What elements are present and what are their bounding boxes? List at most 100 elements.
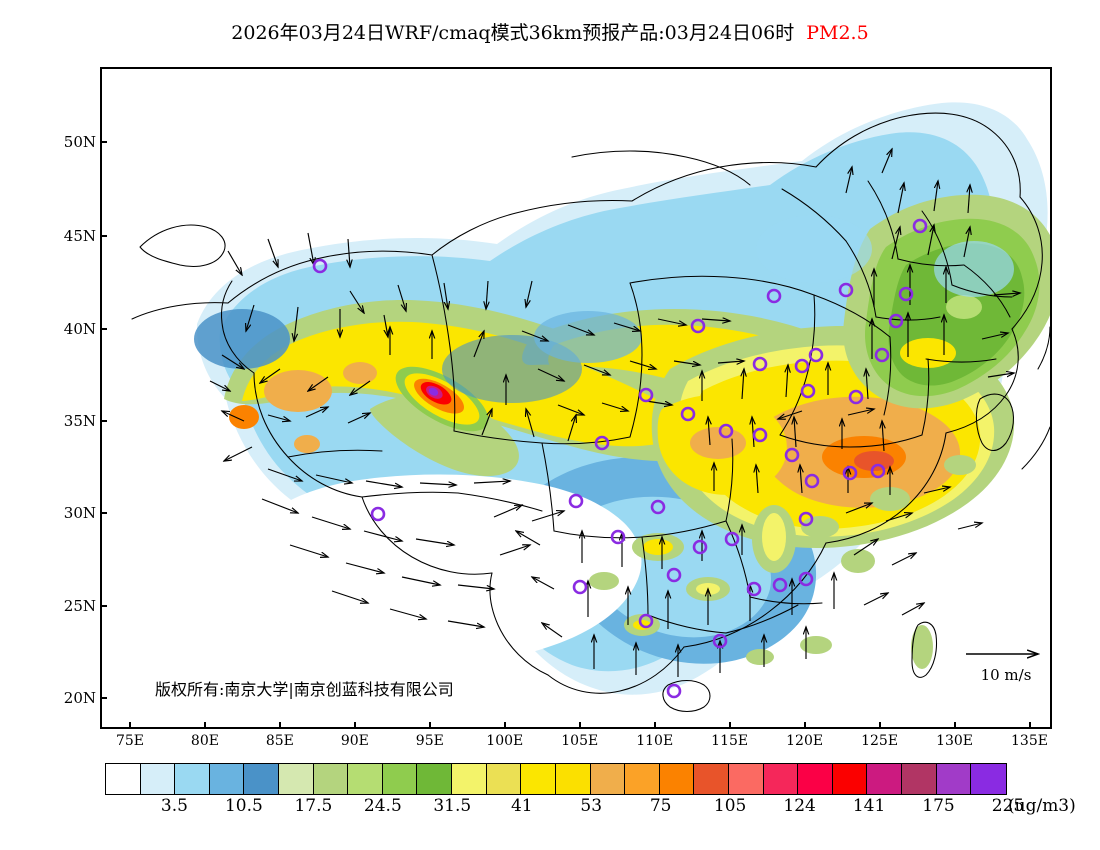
colorbar-swatch-16 xyxy=(659,764,695,794)
wind-scale-arrow xyxy=(966,638,1050,688)
colorbar-swatch-12 xyxy=(521,764,556,794)
region-ne-blue xyxy=(934,241,1014,297)
region-tarim-orange-4 xyxy=(229,405,259,429)
ytick-label-40n: 40N xyxy=(63,320,96,338)
xtick-mark-85e xyxy=(278,722,281,729)
xtick-mark-90e xyxy=(353,722,356,729)
xtick-mark-100e xyxy=(503,722,506,729)
colorbar-label-75: 75 xyxy=(649,796,672,816)
colorbar-label-175: 175 xyxy=(922,796,955,816)
ytick-label-20n: 20N xyxy=(63,689,96,707)
xtick-mark-110e xyxy=(653,722,656,729)
title-species-label: PM2.5 xyxy=(806,22,869,44)
region-tarim-orange-2 xyxy=(343,362,377,384)
xtick-label-120e: 120E xyxy=(786,733,824,749)
colorbar-swatch-6 xyxy=(313,764,349,794)
colorbar-swatch-8 xyxy=(382,764,418,794)
colorbar-label-10.5: 10.5 xyxy=(224,796,263,816)
page-title: 2026年03月24日WRF/cmaq模式36km预报产品:03月24日06时 P… xyxy=(0,18,1100,45)
region-ne-yellow-1 xyxy=(900,338,956,368)
colorbar-swatch-3 xyxy=(209,764,245,794)
wind-scale-label: 10 m/s xyxy=(980,666,1032,684)
colorbar-swatch-9 xyxy=(417,764,453,794)
region-ne-light-1 xyxy=(946,295,982,319)
xtick-mark-125e xyxy=(878,722,881,729)
colorbar-swatch-4 xyxy=(244,764,280,794)
colorbar-swatch-11 xyxy=(486,764,522,794)
ytick-label-35n: 35N xyxy=(63,412,96,430)
colorbar-label-31.5: 31.5 xyxy=(433,796,472,816)
colorbar-swatches[interactable] xyxy=(105,763,1007,795)
colorbar-swatch-20 xyxy=(798,764,833,794)
ytick-mark-30n xyxy=(100,512,107,514)
title-main-text: 2026年03月24日WRF/cmaq模式36km预报产品:03月24日06时 xyxy=(231,22,795,44)
xtick-label-115e: 115E xyxy=(711,733,749,749)
xtick-mark-120e xyxy=(803,722,806,729)
colorbar-swatch-1 xyxy=(140,764,176,794)
ytick-mark-25n xyxy=(100,605,107,607)
ytick-mark-40n xyxy=(100,328,107,330)
xtick-mark-130e xyxy=(953,722,956,729)
colorbar-label-53: 53 xyxy=(580,796,603,816)
colorbar-label-24.5: 24.5 xyxy=(363,796,402,816)
xtick-label-90e: 90E xyxy=(340,733,369,749)
colorbar-swatch-22 xyxy=(867,764,903,794)
colorbar-swatch-21 xyxy=(832,764,868,794)
colorbar-swatch-10 xyxy=(452,764,487,794)
colorbar-swatch-18 xyxy=(728,764,764,794)
colorbar-swatch-14 xyxy=(590,764,626,794)
region-tarim-orange-3 xyxy=(294,435,320,453)
xtick-label-95e: 95E xyxy=(415,733,444,749)
colorbar-swatch-24 xyxy=(936,764,972,794)
xtick-label-85e: 85E xyxy=(265,733,294,749)
xtick-label-75e: 75E xyxy=(115,733,144,749)
ytick-label-50n: 50N xyxy=(63,133,96,151)
xtick-label-125e: 125E xyxy=(861,733,899,749)
colorbar-label-105: 105 xyxy=(713,796,747,816)
xtick-label-80e: 80E xyxy=(190,733,219,749)
colorbar-swatch-13 xyxy=(555,764,591,794)
region-shanxi-orange xyxy=(690,427,746,459)
xtick-label-130e: 130E xyxy=(936,733,974,749)
ytick-mark-45n xyxy=(100,235,107,237)
ytick-label-45n: 45N xyxy=(63,227,96,245)
colorbar-label-17.5: 17.5 xyxy=(294,796,333,816)
ytick-mark-50n xyxy=(100,141,107,143)
xtick-label-100e: 100E xyxy=(486,733,524,749)
colorbar-label-141: 141 xyxy=(852,796,886,816)
colorbar-swatch-19 xyxy=(763,764,799,794)
region-ncp-core xyxy=(854,451,894,471)
city-markers xyxy=(312,218,928,699)
ytick-label-25n: 25N xyxy=(63,597,96,615)
map-plot-frame xyxy=(100,67,1052,729)
xtick-label-105e: 105E xyxy=(561,733,599,749)
xtick-mark-135e xyxy=(1028,722,1031,729)
pm25-contour-map xyxy=(102,69,1050,727)
xtick-label-135e: 135E xyxy=(1011,733,1048,749)
colorbar-label-41: 41 xyxy=(510,796,533,816)
region-nw-blue xyxy=(194,309,290,369)
colorbar-swatch-25 xyxy=(971,764,1006,794)
region-mongolia-blue xyxy=(756,215,872,283)
colorbar-swatch-0 xyxy=(106,764,141,794)
colorbar-label-3.5: 3.5 xyxy=(160,796,188,816)
xtick-mark-105e xyxy=(578,722,581,729)
region-gobi-blue-2 xyxy=(534,311,642,363)
xtick-mark-80e xyxy=(203,722,206,729)
xtick-mark-95e xyxy=(428,722,431,729)
ytick-label-30n: 30N xyxy=(63,504,96,522)
colorbar-swatch-23 xyxy=(902,764,937,794)
colorbar-swatch-7 xyxy=(348,764,383,794)
region-tibet-nodata xyxy=(250,474,642,665)
map-coastlines-borders xyxy=(131,112,1050,713)
colorbar-swatch-5 xyxy=(279,764,314,794)
xtick-mark-115e xyxy=(728,722,731,729)
colorbar-unit-label: (ug/m3) xyxy=(1008,796,1076,816)
colorbar xyxy=(105,763,1007,795)
ytick-mark-35n xyxy=(100,420,107,422)
colorbar-tick-labels: 3.5 10.5 17.5 24.5 31.5 41 53 75 105 124 141 175 225 xyxy=(0,796,1100,822)
qaidam-hotspot-group xyxy=(395,366,489,432)
xtick-mark-75e xyxy=(128,722,131,729)
colorbar-label-124: 124 xyxy=(783,796,816,816)
colorbar-swatch-17 xyxy=(694,764,729,794)
